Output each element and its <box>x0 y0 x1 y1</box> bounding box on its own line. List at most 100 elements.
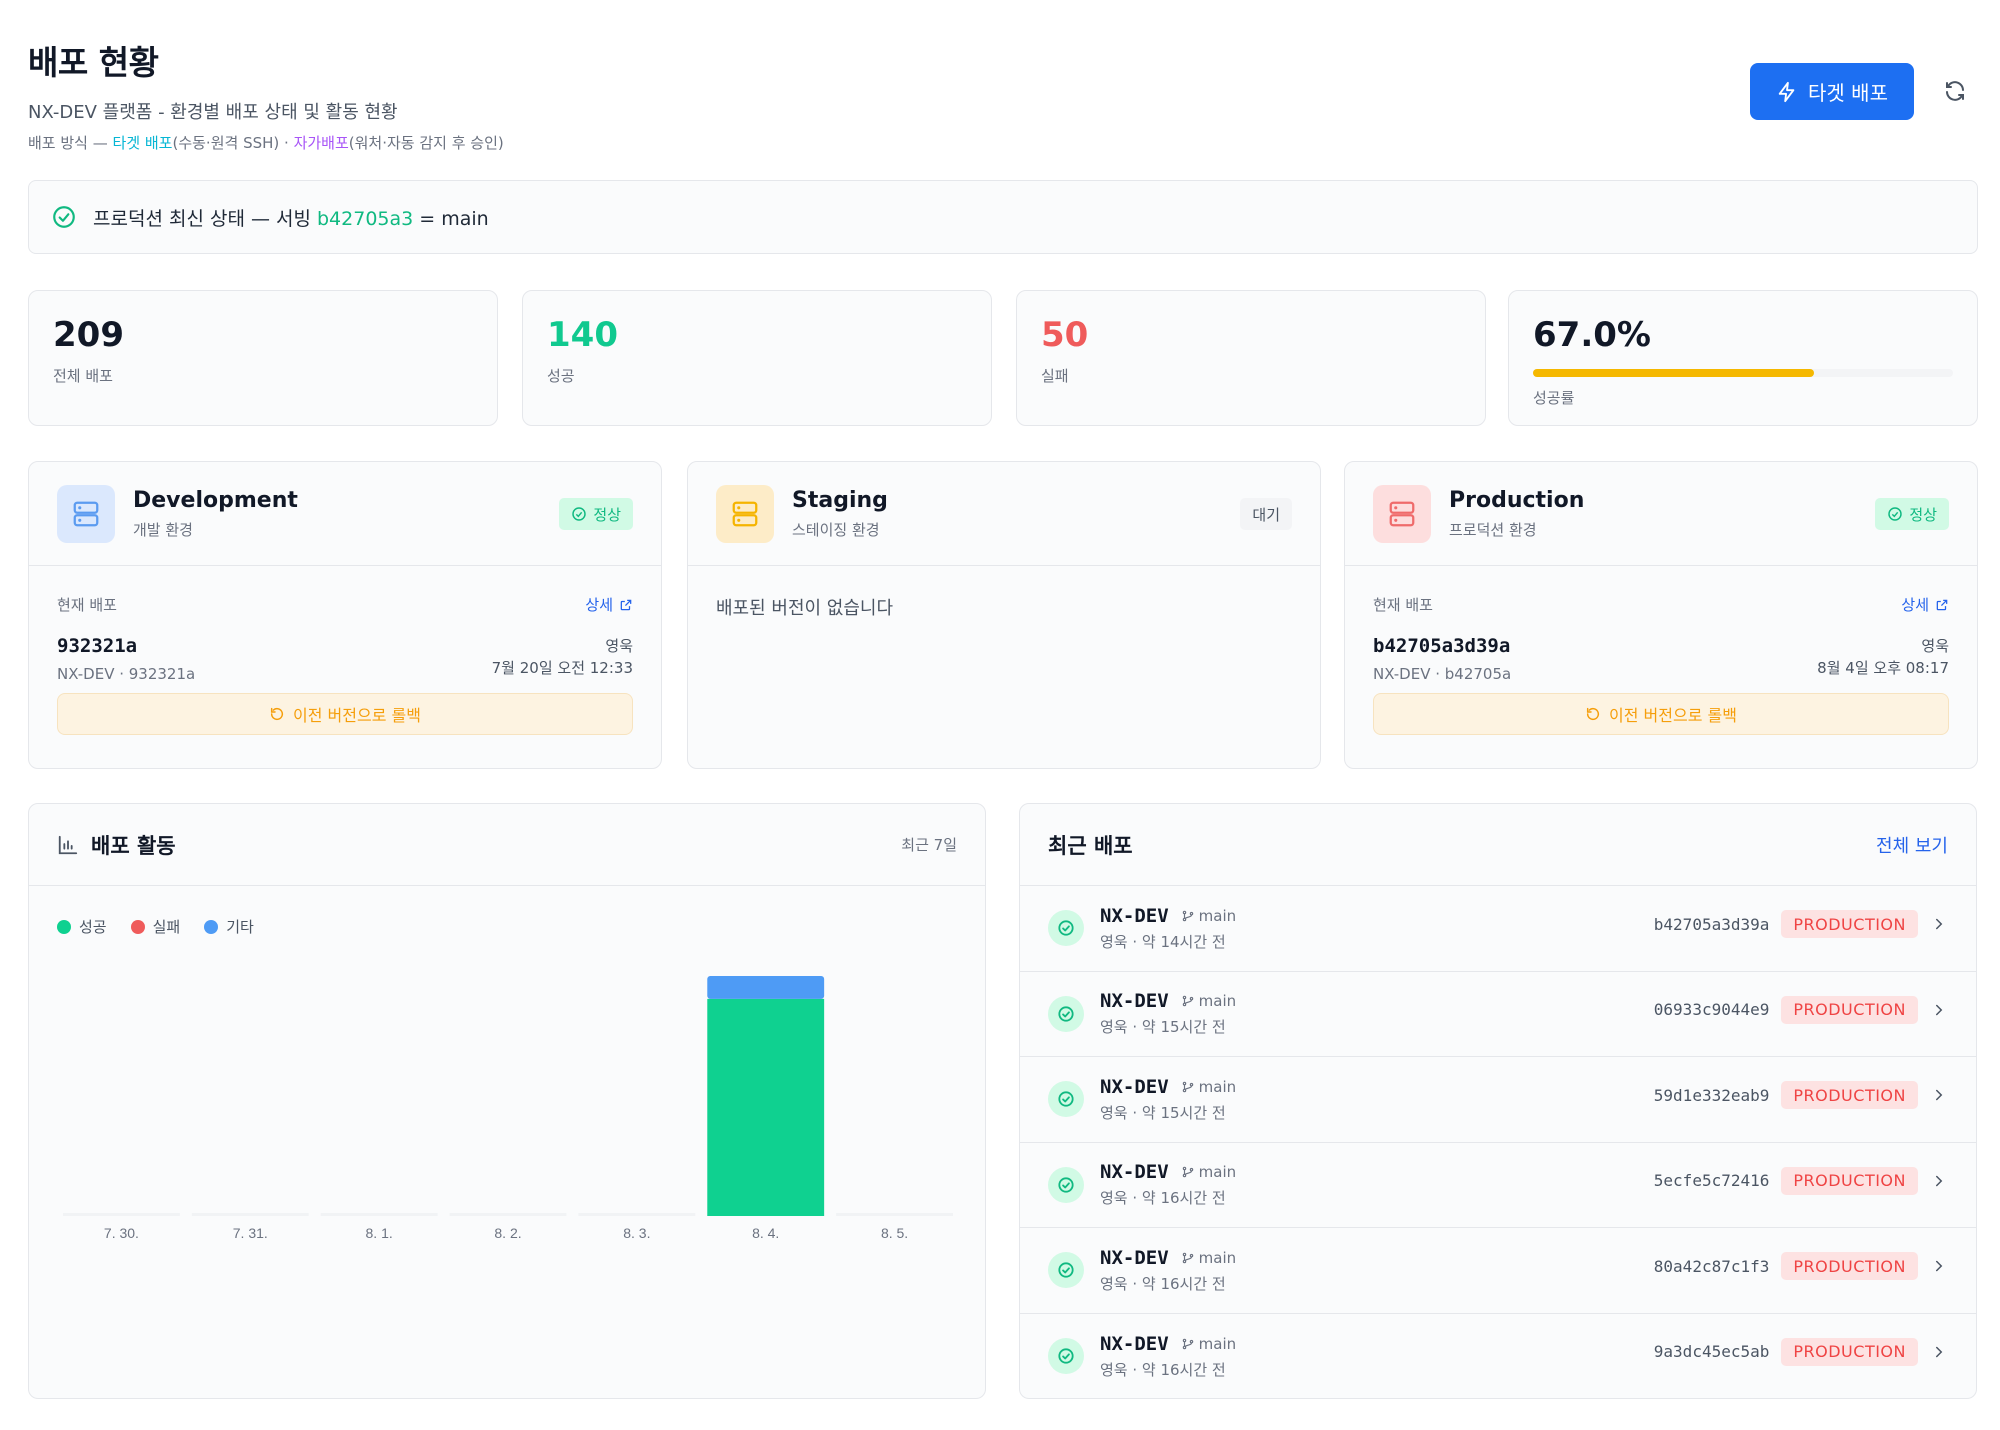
check-circle-icon <box>1048 1166 1084 1203</box>
recent-panel-header: 최근 배포 전체 보기 <box>1020 804 1976 886</box>
env-card-development: Development 개발 환경 정상 현재 배포 상세 932321a NX… <box>28 461 662 769</box>
stat-value-failure: 50 <box>1041 315 1089 355</box>
deploy-meta: 영욱 · 약 16시간 전 <box>1100 1189 1226 1208</box>
status-prefix: 프로덕션 최신 상태 — 서빙 <box>93 207 317 230</box>
detail-link-development[interactable]: 상세 <box>585 594 633 615</box>
page-title: 배포 현황 <box>28 43 159 82</box>
git-branch-icon <box>1182 1167 1193 1178</box>
env-badge: PRODUCTION <box>1781 1081 1918 1109</box>
check-circle-icon <box>572 507 587 521</box>
status-badge-production: 정상 <box>1875 498 1949 530</box>
server-icon <box>1373 484 1431 543</box>
chevron-right-icon <box>1936 1004 1943 1015</box>
recent-deploy-row[interactable]: NX-DEV main 영욱 · 약 14시간 전 b42705a3d39a P… <box>1020 886 1976 972</box>
deploy-branch-label: main <box>1198 992 1237 1011</box>
check-circle-icon <box>1888 507 1903 521</box>
legend-label: 기타 <box>226 918 254 936</box>
bar-baseline <box>191 1213 309 1216</box>
legend-success: 성공 <box>57 916 107 937</box>
check-circle-icon <box>1048 1338 1084 1375</box>
deploy-branch: main <box>1181 907 1236 925</box>
lightning-icon <box>1778 81 1795 102</box>
refresh-button[interactable] <box>1938 74 1972 108</box>
activity-panel: 배포 활동 최근 7일 성공 실패 기타 7. 30. 7. 31. 8. 1. 8.… <box>28 803 986 1399</box>
stat-value-total: 209 <box>53 315 124 355</box>
page-header: 배포 현황 NX-DEV 플랫폼 - 환경별 배포 상태 및 활동 현황 배포 … <box>28 36 1972 152</box>
recent-title: 최근 배포 <box>1048 833 1133 858</box>
status-badge-label: 대기 <box>1252 505 1280 524</box>
status-badge-development: 정상 <box>559 498 633 530</box>
rollback-button-development[interactable]: 이전 버전으로 롤백 <box>57 693 633 735</box>
deploy-hash: 06933c9044e9 <box>1653 1000 1770 1019</box>
target-deploy-button[interactable]: 타겟 배포 <box>1750 63 1914 120</box>
legend-label: 실패 <box>152 918 181 936</box>
deploy-project: NX-DEV <box>1100 1075 1169 1098</box>
deploy-branch-label: main <box>1198 1077 1237 1096</box>
env-card-production: Production 프로덕션 환경 정상 현재 배포 상세 b42705a3d… <box>1344 461 1978 769</box>
server-icon <box>716 484 774 543</box>
recent-deploy-row[interactable]: NX-DEV main 영욱 · 약 16시간 전 80a42c87c1f3 P… <box>1020 1228 1976 1314</box>
refresh-icon <box>1946 81 1964 101</box>
repo-line-development: NX-DEV · 932321a <box>57 665 196 683</box>
git-branch-icon <box>1182 1338 1193 1349</box>
legend-dot <box>130 919 145 934</box>
deploy-branch: main <box>1181 1249 1236 1267</box>
rollback-button-production[interactable]: 이전 버전으로 롤백 <box>1373 693 1949 735</box>
deploy-author-development: 영욱 <box>605 637 633 655</box>
success-rate-progress <box>1533 369 1953 377</box>
detail-link-production[interactable]: 상세 <box>1901 594 1949 615</box>
stat-value-success: 140 <box>547 315 618 355</box>
x-tick-label: 8. 5. <box>881 1225 908 1241</box>
bar-chart-icon <box>58 835 78 854</box>
recent-deploy-row[interactable]: NX-DEV main 영욱 · 약 15시간 전 06933c9044e9 P… <box>1020 972 1976 1057</box>
status-text: 프로덕션 최신 상태 — 서빙 b42705a3 = main <box>93 204 489 231</box>
stat-card-success: 140 성공 <box>522 290 992 426</box>
deploy-hash: 9a3dc45ec5ab <box>1653 1342 1770 1361</box>
detail-link-label: 상세 <box>585 596 613 614</box>
x-tick-label: 8. 2. <box>494 1225 521 1241</box>
deploy-hash: b42705a3d39a <box>1653 914 1770 934</box>
view-all-link[interactable]: 전체 보기 <box>1876 836 1948 857</box>
activity-range: 최근 7일 <box>901 836 957 854</box>
recent-deploys-panel: 최근 배포 전체 보기 NX-DEV main 영욱 · 약 14시간 전 b4… <box>1019 803 1977 1399</box>
chevron-right-icon <box>1936 1260 1943 1272</box>
activity-bar-chart: 7. 30. 7. 31. 8. 1. 8. 2. 8. 3. 8. 4. 8. 5. <box>63 976 953 1241</box>
status-badge-staging: 대기 <box>1240 498 1292 530</box>
env-sub-production: 프로덕션 환경 <box>1449 520 1537 539</box>
env-badge: PRODUCTION <box>1781 1252 1918 1280</box>
status-badge-label: 정상 <box>1909 505 1937 524</box>
legend-other: 기타 <box>204 916 254 937</box>
note-self-deploy: 자가배포 <box>293 134 349 152</box>
x-tick-label: 8. 4. <box>752 1225 779 1241</box>
recent-deploy-row[interactable]: NX-DEV main 영욱 · 약 16시간 전 9a3dc45ec5ab P… <box>1020 1314 1976 1400</box>
activity-panel-header: 배포 활동 최근 7일 <box>29 804 985 886</box>
env-header-development: Development 개발 환경 정상 <box>29 462 661 566</box>
stat-label-failure: 실패 <box>1041 367 1069 385</box>
target-deploy-label: 타겟 배포 <box>1808 81 1888 105</box>
activity-title: 배포 활동 <box>91 833 176 858</box>
legend-failure: 실패 <box>130 916 181 937</box>
env-name-development: Development <box>133 487 298 513</box>
env-header-staging: Staging 스테이징 환경 대기 <box>688 462 1320 566</box>
check-circle-icon <box>1048 995 1084 1032</box>
rollback-label: 이전 버전으로 롤백 <box>1609 706 1737 725</box>
bar-성공-8. 4. <box>707 998 825 1216</box>
env-sub-staging: 스테이징 환경 <box>792 520 880 539</box>
current-deploy-label: 현재 배포 <box>1373 596 1433 614</box>
recent-deploy-row[interactable]: NX-DEV main 영욱 · 약 16시간 전 5ecfe5c72416 P… <box>1020 1143 1976 1228</box>
external-link-icon <box>1936 599 1948 610</box>
env-badge: PRODUCTION <box>1781 1337 1918 1366</box>
deploy-project: NX-DEV <box>1100 1246 1169 1269</box>
deploy-meta: 영욱 · 약 15시간 전 <box>1100 1018 1226 1037</box>
rollback-label: 이전 버전으로 롤백 <box>293 706 421 725</box>
deploy-branch: main <box>1181 1163 1236 1181</box>
deploy-hash: 59d1e332eab9 <box>1653 1085 1770 1105</box>
repo-line-production: NX-DEV · b42705a <box>1373 665 1512 683</box>
check-circle-icon <box>53 206 75 228</box>
git-branch-icon <box>1182 1252 1193 1263</box>
note-target-desc: (수동·원격 SSH) · <box>172 134 294 152</box>
undo-icon <box>1586 707 1600 721</box>
deploy-branch-label: main <box>1198 1248 1237 1267</box>
success-rate-progress-fill <box>1533 369 1815 377</box>
recent-deploy-row[interactable]: NX-DEV main 영욱 · 약 15시간 전 59d1e332eab9 P… <box>1020 1057 1976 1143</box>
